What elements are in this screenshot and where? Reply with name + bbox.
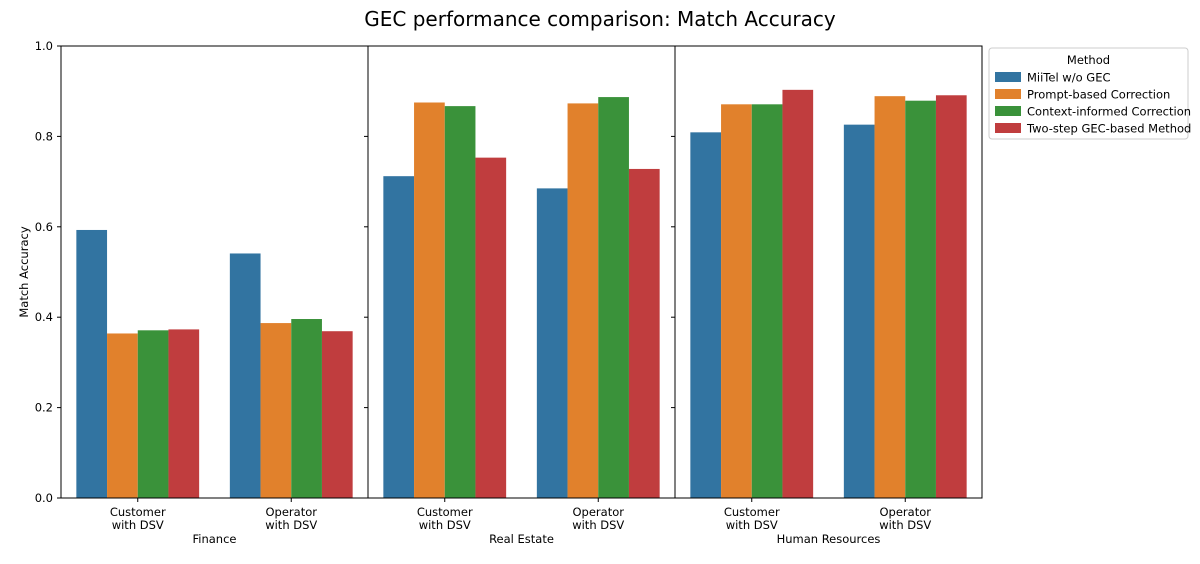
x-tick-label-line: with DSV bbox=[112, 518, 164, 532]
legend: Method MiiTel w/o GEC Prompt-based Correct… bbox=[988, 47, 1191, 140]
x-tick-label-line: Operator bbox=[573, 505, 625, 519]
bar-0-0-1 bbox=[229, 253, 261, 498]
legend-swatch bbox=[995, 72, 1021, 82]
x-tick-label-line: Customer bbox=[417, 505, 473, 519]
legend-swatch bbox=[995, 89, 1021, 99]
x-tick-label: Operator with DSV bbox=[879, 505, 931, 532]
x-tick-label-line: Operator bbox=[880, 505, 932, 519]
x-tick-label-line: Operator bbox=[266, 505, 318, 519]
bar-1-1-1 bbox=[567, 103, 599, 499]
x-tick-label: Operator with DSV bbox=[572, 505, 624, 532]
x-tick-label-line: with DSV bbox=[419, 518, 471, 532]
y-tick-label: 1.0 bbox=[35, 39, 53, 53]
y-axis-label: Match Accuracy bbox=[17, 226, 31, 317]
legend-entry-label: Two-step GEC-based Method bbox=[1026, 122, 1191, 136]
bar-2-0-1 bbox=[843, 124, 875, 499]
bar-0-1-0 bbox=[107, 333, 138, 498]
bar-1-3-1 bbox=[628, 168, 660, 498]
chart-title: GEC performance comparison: Match Accura… bbox=[364, 7, 836, 31]
x-tick-label: Operator with DSV bbox=[265, 505, 317, 532]
y-tick-label: 0.0 bbox=[35, 491, 53, 505]
x-tick-label-line: with DSV bbox=[726, 518, 778, 532]
x-tick-label-line: Customer bbox=[110, 505, 166, 519]
facet-label: Real Estate bbox=[489, 532, 554, 546]
y-tick-label: 0.8 bbox=[35, 129, 53, 143]
y-tick-label: 0.2 bbox=[35, 401, 53, 415]
legend-entry-label: MiiTel w/o GEC bbox=[1027, 71, 1111, 85]
y-tick-label: 0.6 bbox=[35, 220, 53, 234]
bar-2-3-0 bbox=[782, 89, 814, 498]
bar-1-2-0 bbox=[444, 106, 476, 499]
bar-1-3-0 bbox=[475, 157, 507, 498]
bar-0-3-1 bbox=[321, 331, 353, 498]
bar-2-1-1 bbox=[874, 96, 906, 499]
y-tick-label: 0.4 bbox=[35, 310, 53, 324]
panel-frame bbox=[674, 45, 983, 499]
x-tick-label-line: with DSV bbox=[265, 518, 317, 532]
bar-1-0-1 bbox=[536, 188, 568, 498]
legend-box bbox=[988, 47, 1189, 140]
legend-swatch bbox=[995, 106, 1021, 116]
bar-2-1-0 bbox=[721, 104, 752, 498]
bar-0-3-0 bbox=[168, 329, 200, 498]
x-tick-label-line: with DSV bbox=[572, 518, 624, 532]
bar-0-0-0 bbox=[76, 229, 108, 498]
bar-2-0-0 bbox=[690, 132, 722, 498]
facet-label: Human Resources bbox=[777, 532, 881, 546]
x-tick-label-line: Customer bbox=[724, 505, 780, 519]
x-tick-label: Customer with DSV bbox=[417, 505, 473, 532]
facet-label: Finance bbox=[193, 532, 237, 546]
legend-entry-label: Context-informed Correction bbox=[1027, 105, 1191, 119]
legend-entry-label: Prompt-based Correction bbox=[1027, 88, 1170, 102]
bar-1-2-1 bbox=[598, 97, 629, 498]
bar-0-1-1 bbox=[260, 323, 292, 498]
bar-2-3-1 bbox=[935, 95, 967, 499]
x-tick-label: Customer with DSV bbox=[724, 505, 780, 532]
bar-1-0-0 bbox=[383, 176, 415, 498]
bar-2-2-0 bbox=[751, 104, 783, 498]
legend-title: Method bbox=[1067, 53, 1110, 67]
bar-0-2-0 bbox=[137, 330, 169, 498]
x-tick-label-line: with DSV bbox=[879, 518, 931, 532]
legend-swatch bbox=[995, 123, 1021, 133]
bar-1-1-0 bbox=[414, 102, 445, 498]
bar-0-2-1 bbox=[291, 319, 322, 498]
x-tick-label: Customer with DSV bbox=[110, 505, 166, 532]
bar-2-2-1 bbox=[905, 100, 936, 498]
